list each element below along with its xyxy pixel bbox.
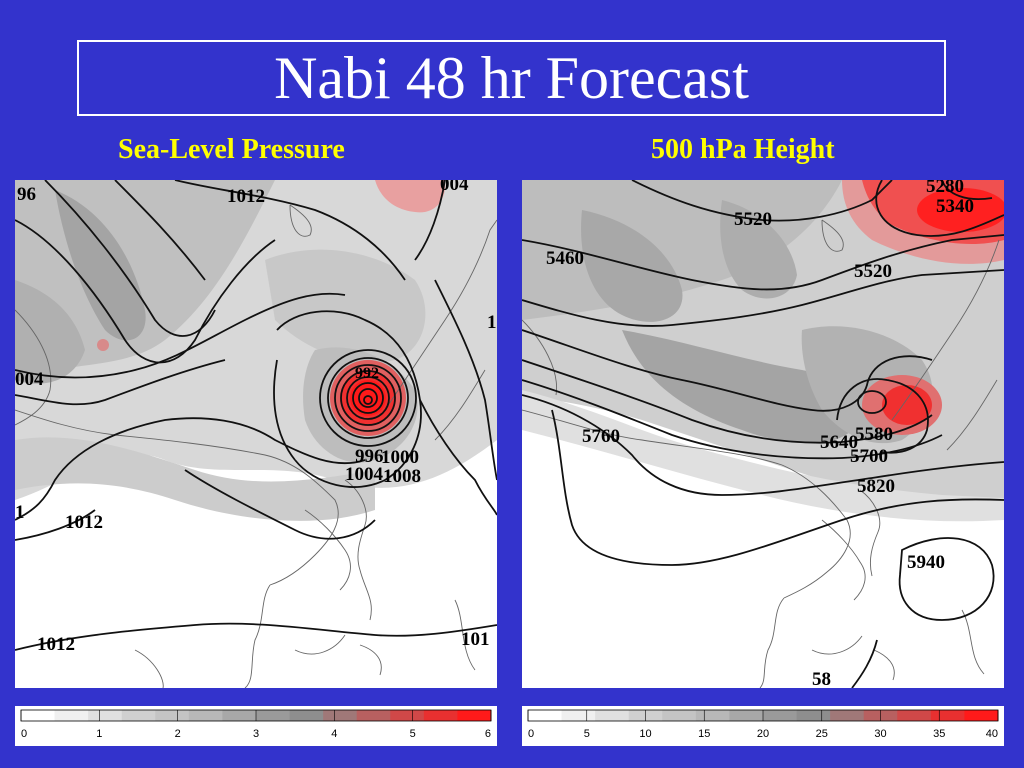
colorbar-swatch (695, 710, 730, 721)
height-label: 58 (812, 669, 831, 688)
colorbar-tick-label: 3 (253, 728, 259, 740)
colorbar-swatch (897, 710, 932, 721)
slp-panel-title: Sea-Level Pressure (118, 134, 345, 165)
slp-map: 96 1012 004 004 1 992 996 1000 1004 1008… (15, 180, 497, 688)
colorbar-tick-label: 15 (698, 728, 710, 740)
colorbar-swatch (729, 710, 764, 721)
colorbar-tick-label: 0 (21, 728, 27, 740)
colorbar-tick-label: 20 (757, 728, 769, 740)
height-label: 5340 (936, 196, 974, 217)
isobar-label: 004 (15, 369, 44, 390)
colorbar-tick-label: 0 (528, 728, 534, 740)
height-panel-title: 500 hPa Height (651, 134, 835, 165)
page-title: Nabi 48 hr Forecast (274, 45, 749, 111)
height-label: 5820 (857, 476, 895, 497)
colorbar-swatch (21, 710, 56, 721)
slp-colorbar-svg: 0 1 2 3 4 5 6 (20, 709, 492, 740)
colorbar-ticks: 0 5 10 15 20 25 30 35 40 (527, 710, 999, 740)
colorbar-tick-label: 40 (986, 728, 998, 740)
colorbar-swatch (356, 710, 391, 721)
colorbar-tick-label: 2 (175, 728, 181, 740)
height-label: 5640 (820, 432, 858, 453)
isobar-label: 96 (17, 184, 36, 205)
height-label: 5940 (907, 552, 945, 573)
colorbar-tick-label: 4 (331, 728, 337, 740)
colorbar-swatch (256, 710, 291, 721)
colorbar-swatch (528, 710, 563, 721)
height-label: 5520 (734, 209, 772, 230)
colorbar-swatch (188, 710, 223, 721)
height-map-panel: 5280 5340 5520 5460 5520 5760 5580 5640 … (522, 180, 1004, 688)
height-shading (522, 180, 1004, 522)
colorbar-swatch (155, 710, 190, 721)
isobar-label: 004 (440, 180, 469, 195)
height-label: 5760 (582, 426, 620, 447)
height-label: 5700 (850, 446, 888, 467)
isobar-labels: 96 1012 004 004 1 992 996 1000 1004 1008… (15, 180, 497, 655)
colorbar-tick-label: 5 (410, 728, 416, 740)
colorbar-swatch (423, 710, 458, 721)
height-colorbar-svg: 0 5 10 15 20 25 30 35 40 (527, 709, 999, 740)
colorbar-tick-label: 25 (816, 728, 828, 740)
colorbar-tick-label: 35 (933, 728, 945, 740)
height-contour-labels: 5280 5340 5520 5460 5520 5760 5580 5640 … (546, 180, 974, 688)
colorbar-tick-label: 1 (96, 728, 102, 740)
colorbar-swatch (88, 710, 123, 721)
height-label: 5520 (854, 261, 892, 282)
colorbar-swatch (662, 710, 697, 721)
colorbar-swatch (561, 710, 596, 721)
colorbar-swatch (830, 710, 865, 721)
colorbar-swatch (121, 710, 156, 721)
isobar-label: 996 (355, 446, 384, 467)
isobar-label: 1004 (345, 464, 384, 485)
isobar-label: 1 (487, 312, 497, 333)
isobar-label: 1012 (65, 512, 103, 533)
colorbar-swatch (595, 710, 630, 721)
colorbar-swatch (930, 710, 965, 721)
height-label: 5580 (855, 424, 893, 445)
colorbar-swatch (964, 710, 999, 721)
colorbar-swatch (457, 710, 492, 721)
isobar-label: 1000 (381, 447, 419, 468)
height-contours (522, 180, 1004, 688)
colorbar-swatch (796, 710, 831, 721)
isobar-label: 1012 (37, 634, 75, 655)
colorbar-tick-label: 6 (485, 728, 491, 740)
isobar-label: 1008 (383, 466, 421, 487)
height-colorbar: 0 5 10 15 20 25 30 35 40 (522, 706, 1004, 746)
isobar-label: 101 (461, 629, 490, 650)
colorbar-swatch (323, 710, 358, 721)
colorbar-tick-label: 10 (639, 728, 651, 740)
isobar-label: 992 (355, 365, 379, 382)
colorbar-swatch (763, 710, 798, 721)
colorbar-tick-label: 30 (874, 728, 886, 740)
colorbar-swatch (54, 710, 89, 721)
height-label: 5460 (546, 248, 584, 269)
height-map: 5280 5340 5520 5460 5520 5760 5580 5640 … (522, 180, 1004, 688)
colorbar-swatch (390, 710, 425, 721)
isobars (15, 180, 497, 651)
height-label: 5280 (926, 180, 964, 197)
slp-colorbar: 0 1 2 3 4 5 6 (15, 706, 497, 746)
title-box: Nabi 48 hr Forecast (77, 40, 946, 116)
coastlines (522, 219, 1000, 688)
colorbar-tick-label: 5 (584, 728, 590, 740)
colorbar-swatch (289, 710, 324, 721)
colorbar-ticks: 0 1 2 3 4 5 6 (20, 710, 492, 740)
isobar-label: 1 (15, 502, 25, 523)
colorbar-swatch (222, 710, 257, 721)
slp-map-panel: 96 1012 004 004 1 992 996 1000 1004 1008… (15, 180, 497, 688)
isobar-label: 1012 (227, 186, 265, 207)
